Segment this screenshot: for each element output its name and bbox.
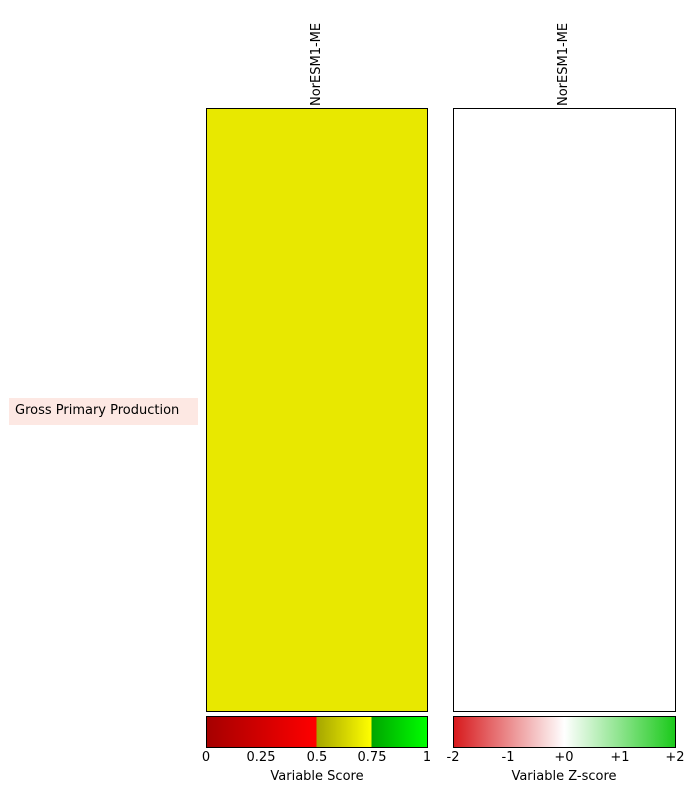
- zscore-colorbar-title: Variable Z-score: [511, 769, 617, 784]
- score-colorbar-red-segment: [206, 716, 317, 748]
- zscore-tick-label: +1: [610, 750, 630, 765]
- score-column-label: NorESM1-ME: [309, 22, 324, 106]
- zscore-tick-label: -2: [446, 750, 460, 765]
- zscore-column-label: NorESM1-ME: [556, 22, 571, 106]
- score-tick-label: 0: [201, 750, 211, 765]
- score-colorbar-yellow-segment: [316, 716, 372, 748]
- zscore-colorbar: [453, 716, 676, 748]
- score-colorbar-green-segment: [371, 716, 428, 748]
- score-colorbar-frame: [206, 716, 428, 748]
- score-tick-label: 0.5: [306, 750, 328, 765]
- zscore-tick-label: -1: [501, 750, 515, 765]
- score-tick-label: 0.75: [357, 750, 387, 765]
- score-colorbar: [206, 716, 428, 748]
- score-colorbar-title: Variable Score: [270, 769, 364, 784]
- zscore-heatmap-cell: [453, 108, 676, 712]
- score-tick-label: 0.25: [246, 750, 276, 765]
- row-label-gpp: Gross Primary Production: [15, 403, 180, 418]
- zscore-colorbar-gradient: [453, 716, 676, 748]
- zscore-tick-label: +2: [665, 750, 685, 765]
- score-heatmap-cell: [206, 108, 428, 712]
- zscore-tick-label: +0: [554, 750, 574, 765]
- score-tick-label: 1: [422, 750, 432, 765]
- row-label-background: [9, 398, 198, 425]
